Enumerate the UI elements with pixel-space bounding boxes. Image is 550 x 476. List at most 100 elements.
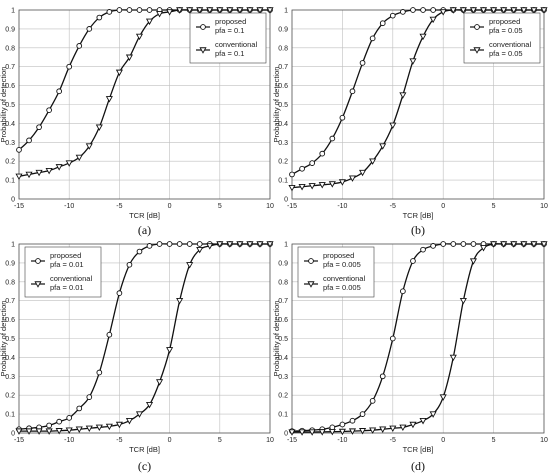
- data-point-circle: [146, 243, 153, 249]
- data-point-circle: [126, 261, 133, 268]
- data-point-triangle: [439, 394, 447, 401]
- data-point-circle: [289, 171, 295, 178]
- data-point-circle: [66, 63, 73, 70]
- data-point-circle: [299, 165, 305, 172]
- data-point-circle: [329, 135, 336, 142]
- legend-box: [297, 246, 375, 298]
- data-point-circle: [146, 7, 153, 13]
- data-point-circle: [106, 9, 113, 15]
- data-point-circle: [156, 241, 163, 247]
- y-tick-label: 0.2: [5, 393, 15, 400]
- data-point-circle: [116, 290, 123, 296]
- legend-marker-triangle: [199, 47, 207, 54]
- x-tick-label: 0: [441, 437, 445, 444]
- data-point-circle: [166, 241, 173, 247]
- y-tick-label: 0.7: [278, 64, 288, 71]
- data-point-triangle: [389, 425, 397, 433]
- data-point-triangle: [520, 241, 528, 248]
- data-point-circle: [379, 373, 386, 380]
- y-tick-label: 0.8: [5, 45, 15, 52]
- data-point-triangle: [510, 7, 518, 14]
- data-point-triangle: [226, 7, 234, 14]
- data-point-triangle: [25, 171, 33, 179]
- data-point-circle: [196, 241, 203, 247]
- data-point-triangle: [15, 173, 23, 181]
- data-point-triangle: [216, 241, 224, 248]
- y-axis-label: Probability of detection: [0, 301, 8, 377]
- data-point-circle: [136, 248, 143, 255]
- data-point-triangle: [65, 427, 73, 434]
- y-tick-label: 0.5: [5, 336, 15, 343]
- x-tick-label: 10: [266, 203, 274, 210]
- y-tick-label: 0: [11, 431, 15, 438]
- data-point-triangle: [186, 7, 194, 14]
- data-point-triangle: [75, 426, 83, 433]
- legend-entry-pfa: pfa = 0.01: [50, 283, 84, 292]
- y-tick-label: 0.4: [5, 355, 15, 362]
- data-point-circle: [400, 9, 406, 15]
- data-point-circle: [339, 421, 346, 428]
- data-point-circle: [460, 241, 467, 247]
- data-point-triangle: [449, 7, 457, 14]
- y-tick-label: 0.1: [5, 178, 15, 185]
- data-point-triangle: [318, 182, 326, 189]
- data-point-triangle: [266, 7, 274, 14]
- data-point-circle: [359, 60, 366, 66]
- data-point-triangle: [439, 9, 447, 16]
- x-tick-label: 5: [492, 203, 496, 210]
- series-conventional: [15, 241, 274, 435]
- data-point-circle: [126, 7, 133, 13]
- y-tick-label: 0.3: [278, 140, 288, 147]
- y-tick-label: 0.9: [278, 26, 288, 33]
- y-axis-label: Probability of detection: [272, 67, 281, 143]
- data-point-triangle: [196, 7, 204, 14]
- data-point-triangle: [328, 428, 336, 436]
- data-point-triangle: [155, 11, 164, 18]
- chart-panel-3: -15 -10 -5 0 5 10 0 0.1 0.2 0.3 0.4 0.5 0.6 0.7 0.8 0.9…: [272, 241, 548, 473]
- data-point-triangle: [540, 241, 548, 248]
- data-point-triangle: [500, 7, 508, 14]
- y-tick-label: 0.6: [5, 83, 15, 90]
- y-tick-label: 0.7: [278, 298, 288, 305]
- data-point-triangle: [379, 143, 387, 150]
- data-point-triangle: [409, 58, 417, 65]
- x-tick-label: 10: [540, 437, 548, 444]
- data-point-triangle: [369, 427, 377, 434]
- data-point-circle: [339, 114, 346, 121]
- figure-caption: (d): [411, 459, 425, 473]
- legend-entry-pfa: pfa = 0.1: [215, 26, 244, 35]
- data-point-triangle: [479, 245, 488, 252]
- data-point-triangle: [206, 7, 214, 14]
- y-tick-label: 0.4: [5, 121, 15, 128]
- legend-box: [189, 12, 267, 64]
- x-tick-label: 10: [266, 437, 274, 444]
- y-tick-label: 0: [11, 197, 15, 204]
- y-tick-label: 0.4: [278, 121, 288, 128]
- data-point-triangle: [379, 426, 387, 433]
- x-tick-label: -15: [287, 203, 297, 210]
- legend-entry-name: conventional: [50, 274, 92, 283]
- data-point-circle: [66, 415, 73, 421]
- x-axis-label: TCR [dB]: [129, 211, 160, 220]
- data-point-circle: [400, 288, 406, 295]
- data-point-circle: [379, 20, 386, 27]
- data-point-triangle: [358, 169, 367, 177]
- y-axis-label: Probability of detection: [0, 67, 8, 143]
- legend-entry-name: conventional: [489, 40, 531, 49]
- data-point-triangle: [65, 160, 73, 167]
- data-point-triangle: [459, 7, 467, 14]
- legend-entry-pfa: pfa = 0.05: [489, 49, 523, 58]
- data-point-triangle: [226, 241, 234, 248]
- data-point-circle: [46, 422, 52, 429]
- data-point-triangle: [399, 424, 407, 432]
- data-point-triangle: [510, 241, 518, 248]
- data-point-triangle: [45, 167, 53, 175]
- legend-marker-triangle: [473, 47, 481, 54]
- data-point-circle: [26, 137, 32, 144]
- y-tick-label: 0.8: [278, 279, 288, 286]
- x-tick-label: -10: [64, 203, 74, 210]
- y-axis-label: Probability of detection: [272, 301, 281, 377]
- data-point-triangle: [469, 7, 478, 14]
- data-point-triangle: [115, 421, 123, 429]
